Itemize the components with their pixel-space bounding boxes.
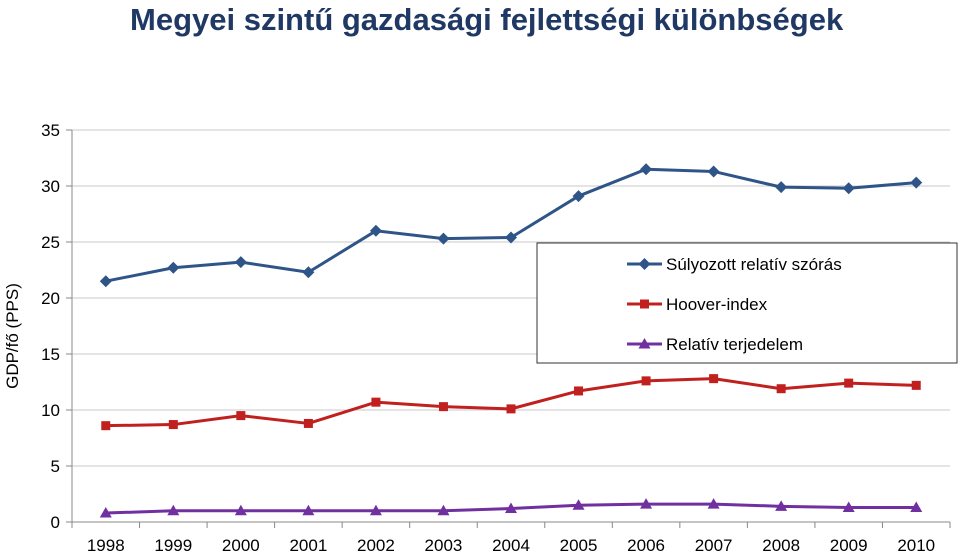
data-point <box>234 256 247 269</box>
data-point <box>236 411 246 421</box>
data-point <box>369 504 382 516</box>
data-point <box>99 507 112 518</box>
x-tick-label: 2008 <box>762 536 800 555</box>
series-lines <box>99 163 923 518</box>
data-point <box>775 181 788 194</box>
series-2 <box>101 374 921 431</box>
legend-marker <box>638 338 651 349</box>
legend-entry: Hoover-index <box>627 295 768 314</box>
legend-label: Hoover-index <box>666 295 768 314</box>
series-3 <box>99 498 923 518</box>
data-point <box>911 380 921 390</box>
x-tick-label: 2004 <box>492 536 530 555</box>
data-point <box>437 232 450 245</box>
data-point <box>505 231 517 244</box>
data-point <box>234 504 247 516</box>
data-point <box>776 384 786 394</box>
x-tick-label: 1999 <box>154 536 192 555</box>
x-tick-label: 2003 <box>425 536 463 555</box>
data-point <box>371 397 381 407</box>
series-1 <box>99 163 923 288</box>
x-tick-label: 2005 <box>560 536 598 555</box>
data-point <box>505 502 517 514</box>
x-tick-label: 2002 <box>357 536 395 555</box>
data-point <box>910 176 923 189</box>
series-line <box>105 377 917 428</box>
data-point <box>842 182 855 195</box>
data-point <box>641 376 651 386</box>
data-point <box>302 266 315 279</box>
data-point <box>437 504 450 516</box>
x-tick-label: 2010 <box>897 536 935 555</box>
y-tick-label: 25 <box>41 233 60 252</box>
data-point <box>369 224 382 237</box>
x-tick-label: 2007 <box>695 536 733 555</box>
x-axis-ticks: 1998 1999 2000 2001 2002 2003 2004 2005 2006 2007… <box>71 522 951 555</box>
legend-label: Súlyozott relatív szórás <box>666 255 842 274</box>
y-axis-label: GDP/fő (PPS) <box>3 283 22 389</box>
data-point <box>775 500 788 511</box>
y-tick-label: 20 <box>41 289 60 308</box>
data-point <box>709 374 719 384</box>
x-tick-label: 2000 <box>222 536 260 555</box>
data-point <box>506 404 516 414</box>
legend-entry: Súlyozott relatív szórás <box>627 255 842 274</box>
data-point <box>844 378 854 388</box>
data-point <box>640 163 653 176</box>
slide-title: Megyei szintű gazdasági fejlettségi külö… <box>130 2 844 37</box>
y-tick-label: 35 <box>41 121 60 140</box>
x-tick-label: 2009 <box>830 536 868 555</box>
axes <box>71 130 950 523</box>
legend-entry: Relatív terjedelem <box>627 335 803 354</box>
y-axis-ticks: 0 5 10 15 20 25 30 35 <box>41 121 72 532</box>
data-point <box>438 402 448 412</box>
data-point <box>101 421 111 431</box>
x-tick-label: 2001 <box>289 536 327 555</box>
y-tick-label: 30 <box>41 177 60 196</box>
data-point <box>168 420 178 430</box>
x-tick-label: 1998 <box>87 536 125 555</box>
y-tick-label: 0 <box>51 513 60 532</box>
data-point <box>99 275 112 288</box>
legend-label: Relatív terjedelem <box>666 335 803 354</box>
y-tick-label: 15 <box>41 345 60 364</box>
x-tick-label: 2006 <box>627 536 665 555</box>
data-point <box>302 504 315 516</box>
data-point <box>574 386 584 396</box>
legend-marker <box>638 258 651 270</box>
y-tick-label: 5 <box>51 457 60 476</box>
data-point <box>842 501 855 512</box>
y-tick-label: 10 <box>41 401 60 420</box>
data-point <box>707 498 720 509</box>
legend-box <box>536 242 958 364</box>
data-point <box>303 418 313 428</box>
data-point <box>910 501 923 512</box>
data-point <box>707 165 720 178</box>
legend-marker <box>640 299 649 309</box>
data-point <box>572 499 585 510</box>
data-point <box>167 261 180 274</box>
data-point <box>640 498 653 509</box>
legend: Súlyozott relatív szórás Hoover-index Rela… <box>536 242 958 364</box>
data-point <box>572 190 585 203</box>
data-point <box>167 504 180 516</box>
